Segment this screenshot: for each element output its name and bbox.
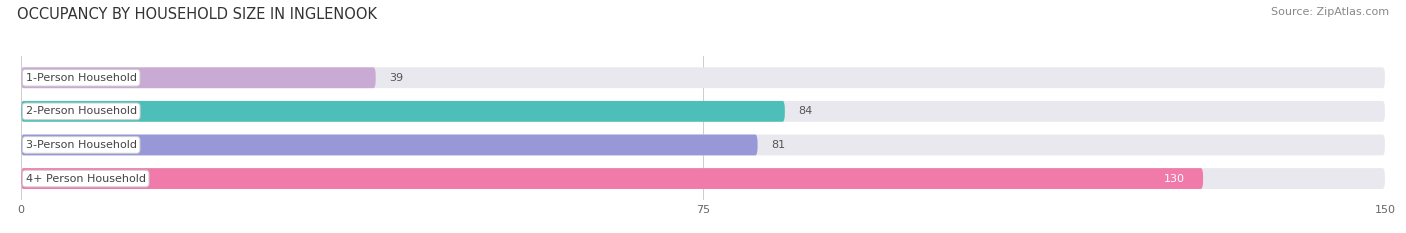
- Text: 81: 81: [772, 140, 786, 150]
- Text: 3-Person Household: 3-Person Household: [25, 140, 136, 150]
- Text: 4+ Person Household: 4+ Person Household: [25, 174, 146, 184]
- FancyBboxPatch shape: [21, 168, 1204, 189]
- FancyBboxPatch shape: [21, 67, 1385, 88]
- Text: OCCUPANCY BY HOUSEHOLD SIZE IN INGLENOOK: OCCUPANCY BY HOUSEHOLD SIZE IN INGLENOOK: [17, 7, 377, 22]
- FancyBboxPatch shape: [21, 168, 1385, 189]
- Text: Source: ZipAtlas.com: Source: ZipAtlas.com: [1271, 7, 1389, 17]
- Text: 130: 130: [1164, 174, 1185, 184]
- FancyBboxPatch shape: [21, 134, 1385, 155]
- FancyBboxPatch shape: [21, 101, 785, 122]
- Text: 39: 39: [389, 73, 404, 83]
- FancyBboxPatch shape: [21, 101, 1385, 122]
- Text: 84: 84: [799, 106, 813, 116]
- FancyBboxPatch shape: [21, 134, 758, 155]
- Text: 2-Person Household: 2-Person Household: [25, 106, 136, 116]
- Text: 1-Person Household: 1-Person Household: [25, 73, 136, 83]
- FancyBboxPatch shape: [21, 67, 375, 88]
